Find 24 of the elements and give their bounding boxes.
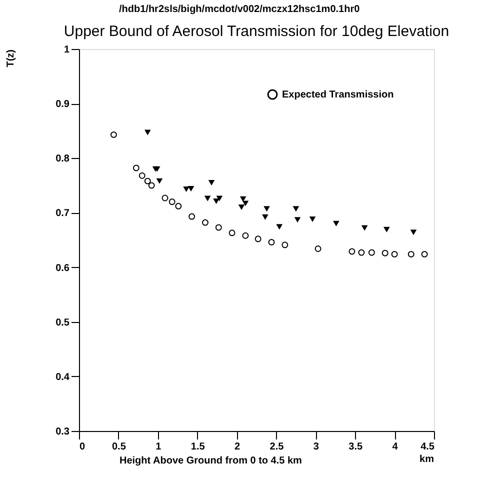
y-tick-label: 0.8 bbox=[56, 154, 70, 165]
y-tick-label: 0.9 bbox=[56, 99, 70, 110]
x-tick-label: 3 bbox=[313, 442, 320, 452]
chart-title: Upper Bound of Aerosol Transmission for 10deg Elevation bbox=[64, 23, 450, 40]
x-axis-title: Height Above Ground from 0 to 4.5 km bbox=[120, 456, 302, 466]
y-axis-title: T(z) bbox=[6, 50, 17, 68]
y-tick-label: 1 bbox=[64, 44, 70, 56]
x-tick-label: 1 bbox=[156, 442, 162, 452]
y-tick-label: 0.7 bbox=[56, 208, 70, 220]
x-tick-label: 0.5 bbox=[112, 442, 126, 452]
x-tick-label: 1.5 bbox=[190, 442, 206, 452]
chart-subtitle: /hdb1/hr2sls/bigh/mcdot/v002/mczx12hsc1m0.1hr0 bbox=[119, 4, 360, 15]
x-tick-label: 4 bbox=[392, 442, 398, 452]
x-tick-label: 0 bbox=[80, 442, 86, 452]
x-tick-label: 2 bbox=[234, 442, 240, 452]
x-tick-label: 4.5 bbox=[420, 442, 435, 452]
legend-label: Expected Transmission bbox=[282, 90, 394, 100]
text: km bbox=[420, 454, 434, 465]
x-tick-label: 2.5 bbox=[270, 442, 284, 452]
y-tick-label: 0.3 bbox=[56, 426, 70, 438]
y-tick-label: 0.4 bbox=[56, 372, 70, 383]
y-tick-label: 0.6 bbox=[56, 262, 70, 274]
x-tick-label: 3.5 bbox=[348, 442, 363, 452]
y-tick-label: 0.5 bbox=[56, 317, 70, 328]
